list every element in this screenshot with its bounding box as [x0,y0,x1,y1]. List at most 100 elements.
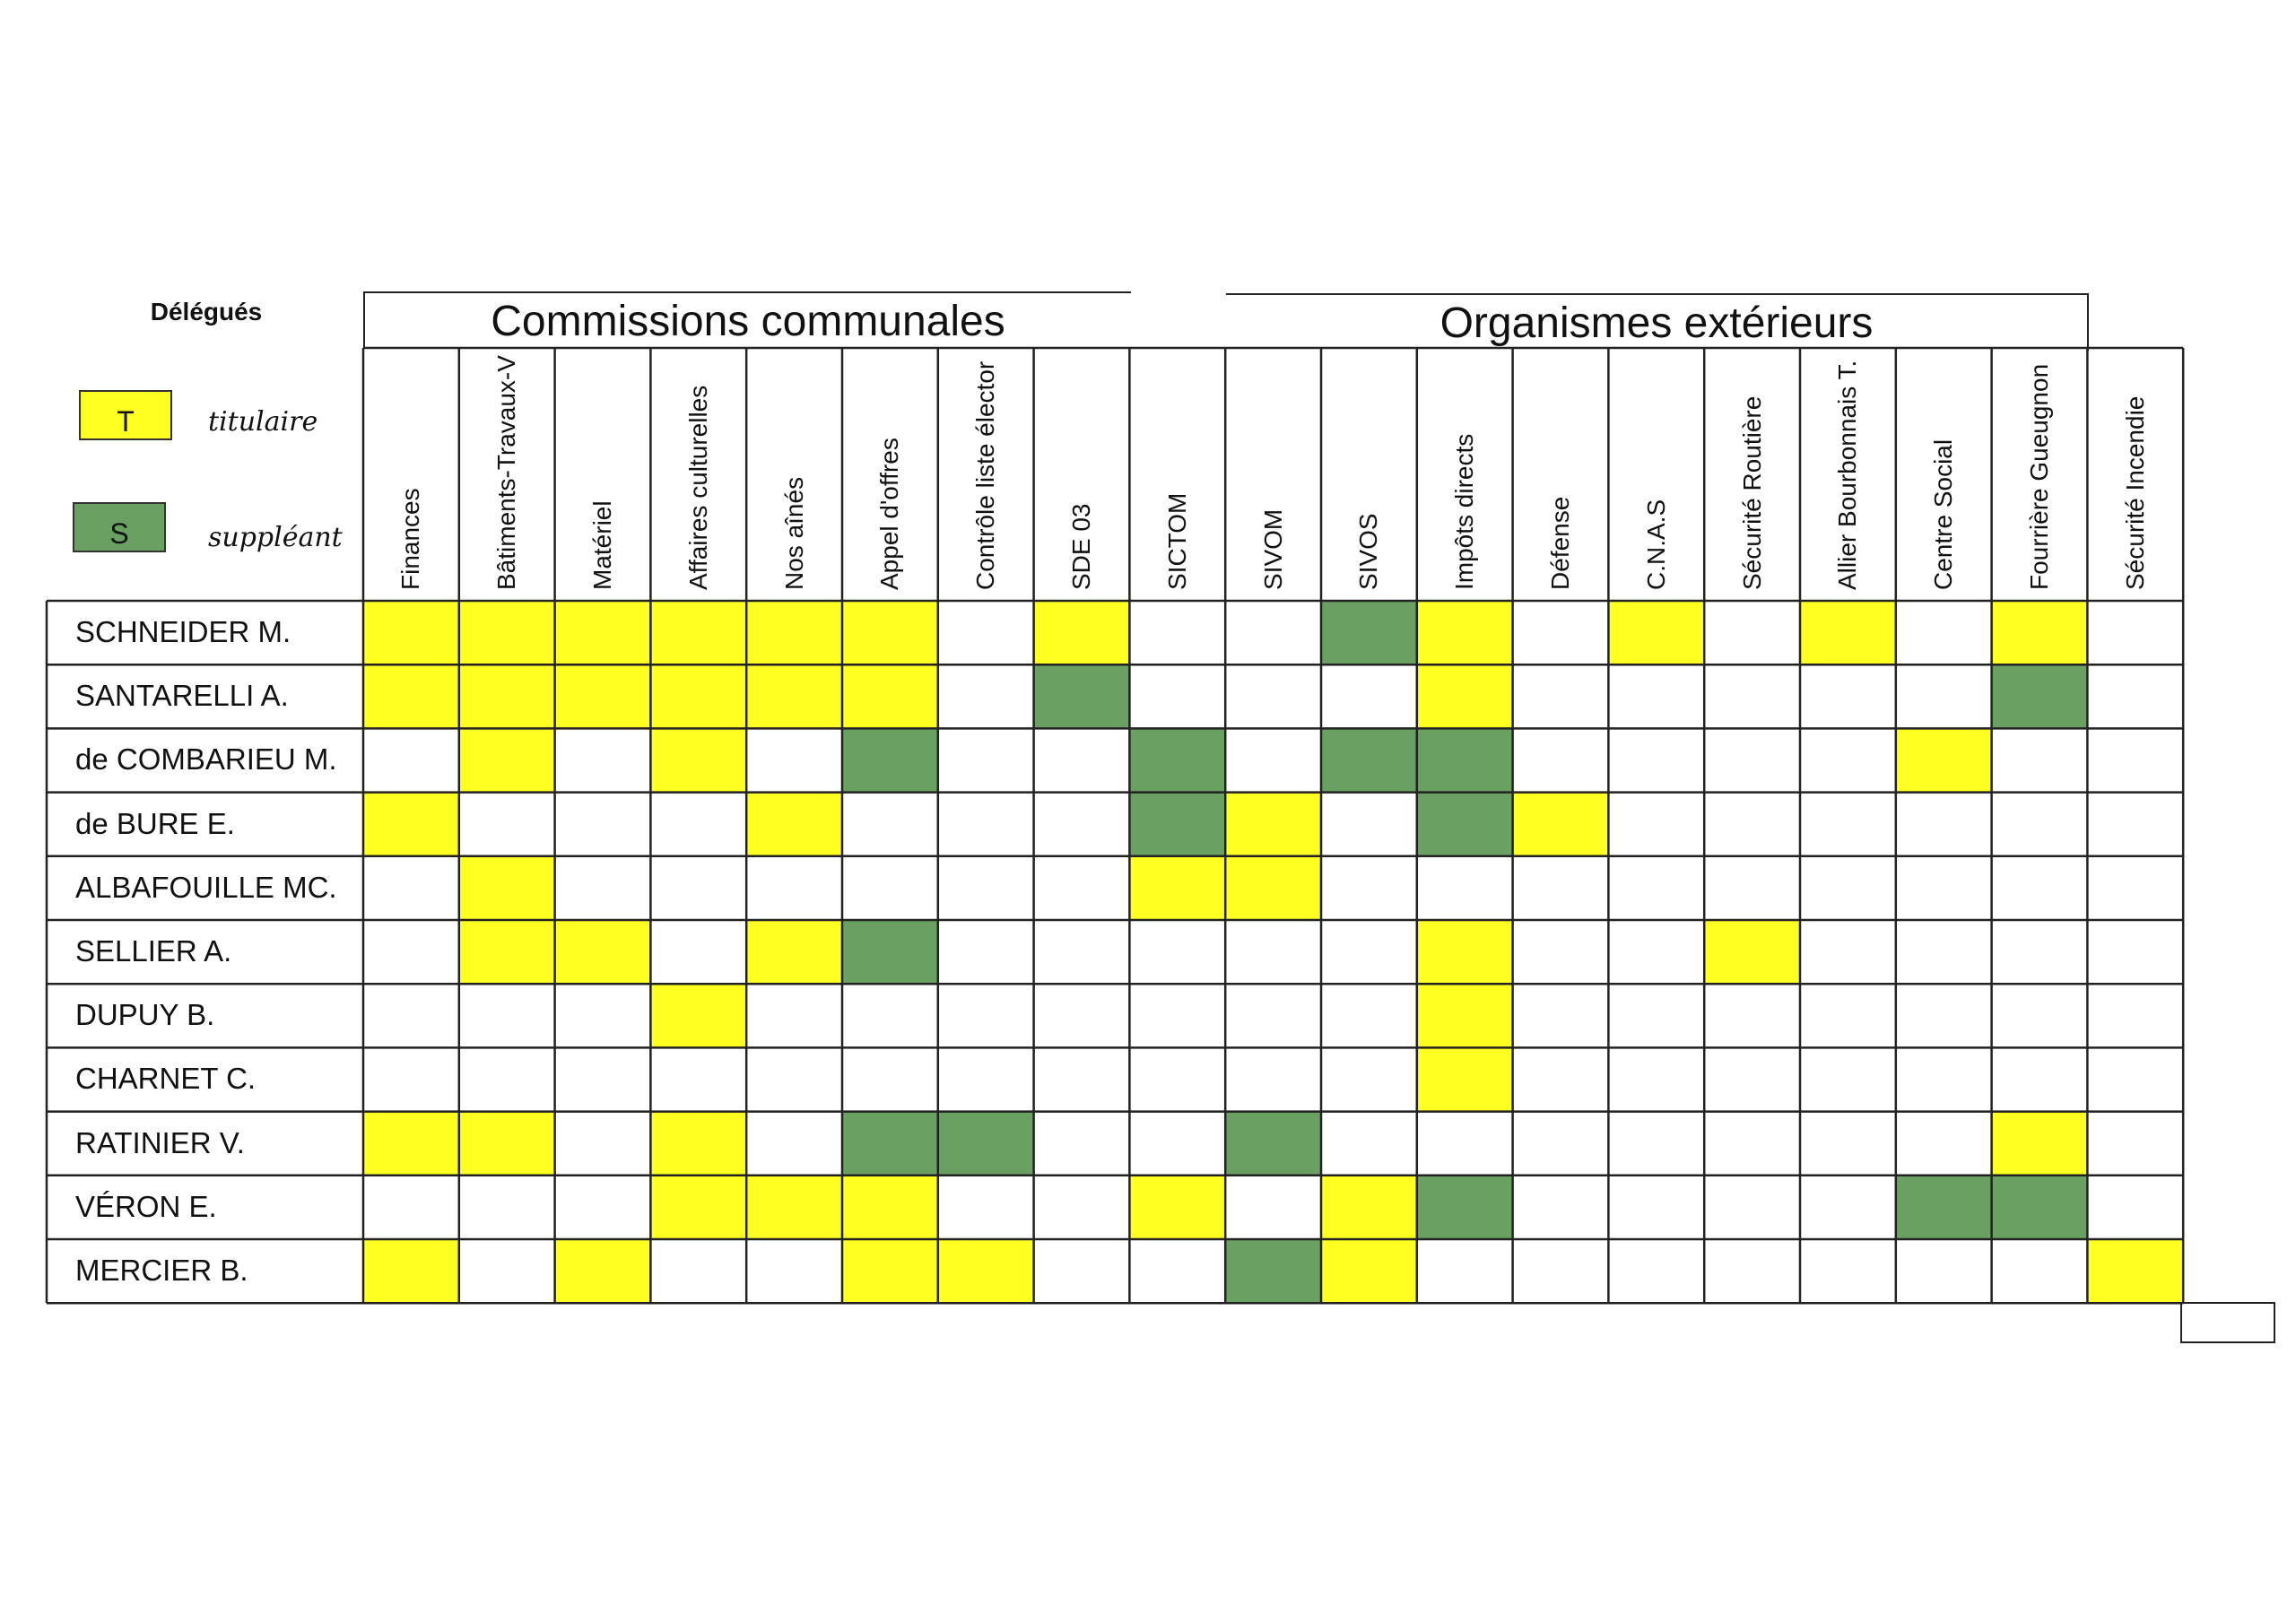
cell-suppleant [1416,728,1513,793]
cell-suppleant [1991,1175,2088,1239]
cell-titulaire [1416,1047,1513,1112]
row-name: de COMBARIEU M. [75,742,337,777]
group-header-communales: Commissions communales [363,291,1131,349]
cell-titulaire [746,664,842,729]
cell-titulaire [363,601,459,665]
cell-titulaire [458,728,555,793]
cell-suppleant [842,1111,938,1176]
cell-titulaire [458,664,555,729]
cell-titulaire [746,792,842,856]
cell-titulaire [842,601,938,665]
row-name: SANTARELLI A. [75,679,289,713]
cell-titulaire [746,1175,842,1239]
row-name: SCHNEIDER M. [75,615,291,648]
cell-suppleant [937,1111,1034,1176]
legend-label-suppleant: suppléant [208,522,343,553]
row-name: CHARNET C. [75,1062,257,1096]
cell-titulaire [1991,601,2088,665]
cell-titulaire [650,728,747,793]
legend-swatch-suppleant: S [73,502,166,552]
cell-titulaire [1512,792,1609,856]
cell-titulaire [554,920,651,985]
column-header: Bâtiments-Travaux-V [492,355,521,590]
cell-titulaire [554,601,651,665]
row-name: ALBAFOUILLE MC. [75,870,337,904]
cell-suppleant [1416,1175,1513,1239]
legend-code-suppleant: S [109,517,129,550]
cell-suppleant [1321,728,1417,793]
cell-titulaire [1225,792,1321,856]
cell-titulaire [1416,920,1513,985]
cell-titulaire [1321,1239,1417,1304]
cell-titulaire [1416,601,1513,665]
cell-suppleant [1321,601,1417,665]
column-header: Allier Bourbonnais T. [1833,360,1862,590]
cell-titulaire [1895,728,1992,793]
empty-box [2180,1302,2275,1343]
column-header: Affaires culturelles [683,385,712,590]
row-name: MERCIER B. [75,1254,248,1287]
column-header: Sécurité Incendie [2120,395,2149,590]
cell-titulaire [842,1239,938,1304]
cell-titulaire [1800,601,1896,665]
row-name: de BURE E. [75,806,235,840]
row-name: SELLIER A. [75,934,232,968]
cell-suppleant [1991,664,2088,729]
column-header: Centre Social [1929,438,1958,590]
cell-titulaire [842,1175,938,1239]
cell-suppleant [842,920,938,985]
column-header: Impôts directs [1450,433,1479,590]
column-header: Contrôle liste élector [971,360,1000,590]
cell-suppleant [1129,792,1226,856]
column-header: Matériel [588,500,616,590]
cell-titulaire [650,984,747,1048]
cell-titulaire [1991,1111,2088,1176]
row-name: DUPUY B. [75,998,215,1032]
cell-titulaire [1321,1175,1417,1239]
cell-titulaire [1225,855,1321,920]
cell-titulaire [1416,984,1513,1048]
cell-suppleant [842,728,938,793]
cell-titulaire [1416,664,1513,729]
column-header: Nos aînés [779,476,808,590]
cell-titulaire [363,1239,459,1304]
column-header: SIVOS [1354,513,1383,590]
cell-titulaire [1704,920,1800,985]
column-header: SICTOM [1162,492,1191,590]
cell-titulaire [363,1111,459,1176]
cell-suppleant [1416,792,1513,856]
legend-swatch-titulaire: T [79,390,172,440]
cell-titulaire [554,1239,651,1304]
cell-titulaire [842,664,938,729]
column-header: Fourrière Gueugnon [2025,363,2053,590]
cell-titulaire [650,601,747,665]
column-header: Défense [1546,496,1574,590]
cell-titulaire [1129,1175,1226,1239]
cell-suppleant [1225,1111,1321,1176]
group-header-exterieurs: Organismes extérieurs [1226,293,2089,351]
cell-titulaire [650,1111,747,1176]
column-header: SIVOM [1258,508,1287,590]
cell-suppleant [1895,1175,1992,1239]
cell-titulaire [554,664,651,729]
column-header: SDE 03 [1067,503,1095,591]
cell-titulaire [1033,601,1130,665]
cell-titulaire [458,855,555,920]
cell-titulaire [458,601,555,665]
row-name: VÉRON E. [75,1189,217,1223]
cell-titulaire [1129,855,1226,920]
cell-titulaire [746,920,842,985]
column-header: Sécurité Routière [1737,395,1766,590]
legend-label-titulaire: titulaire [208,406,318,438]
cell-titulaire [650,664,747,729]
cell-titulaire [650,1175,747,1239]
cell-titulaire [363,792,459,856]
column-header: C.N.A.S [1641,499,1670,590]
cell-titulaire [1608,601,1705,665]
cell-titulaire [937,1239,1034,1304]
column-header: Finances [396,488,425,590]
cell-suppleant [1225,1239,1321,1304]
cell-titulaire [746,601,842,665]
row-name: RATINIER V. [75,1125,245,1159]
